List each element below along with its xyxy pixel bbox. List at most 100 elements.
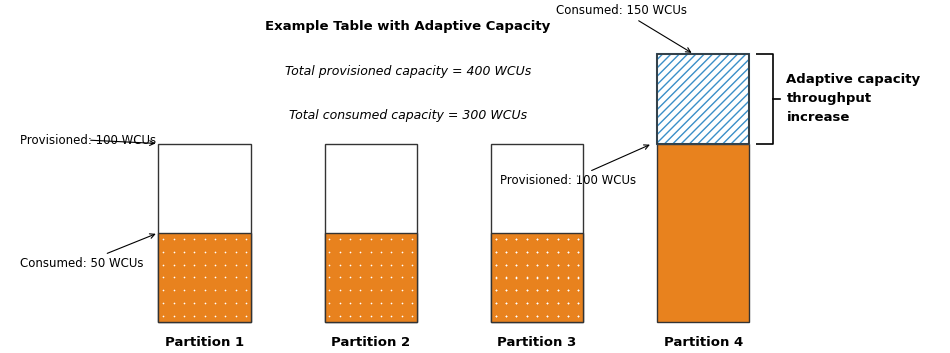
Point	[540, 160, 555, 165]
Point	[509, 211, 524, 216]
Point	[509, 185, 524, 191]
Point	[550, 172, 565, 178]
Point	[186, 313, 201, 319]
Point	[373, 236, 389, 241]
Point	[529, 160, 544, 165]
Point	[332, 236, 348, 241]
Point	[343, 275, 358, 280]
Point	[384, 275, 399, 280]
Point	[540, 237, 555, 242]
Point	[166, 262, 181, 267]
Point	[499, 172, 514, 178]
FancyBboxPatch shape	[159, 144, 251, 322]
Point	[197, 262, 212, 267]
Point	[332, 249, 348, 255]
Point	[571, 262, 586, 268]
Point	[550, 313, 565, 319]
Point	[550, 211, 565, 216]
Point	[363, 249, 378, 255]
Point	[529, 313, 544, 319]
Point	[540, 287, 555, 293]
Point	[540, 198, 555, 204]
Point	[499, 147, 514, 152]
Point	[177, 313, 192, 319]
Point	[405, 262, 420, 267]
FancyBboxPatch shape	[491, 144, 583, 322]
Bar	[657, 54, 750, 144]
Point	[550, 236, 565, 241]
Point	[540, 211, 555, 216]
Point	[509, 249, 524, 255]
Point	[322, 287, 337, 293]
Point	[560, 211, 576, 216]
Point	[156, 275, 171, 280]
Point	[488, 172, 504, 178]
Point	[550, 223, 565, 229]
Point	[238, 313, 254, 319]
Point	[488, 249, 504, 255]
Point	[519, 313, 534, 319]
Text: Total consumed capacity = 300 WCUs: Total consumed capacity = 300 WCUs	[289, 109, 527, 122]
Point	[519, 287, 534, 293]
Point	[394, 287, 409, 293]
Point	[571, 172, 586, 178]
Point	[384, 249, 399, 255]
Point	[218, 249, 233, 255]
Point	[488, 237, 504, 242]
Point	[499, 300, 514, 306]
Point	[384, 262, 399, 267]
Point	[519, 185, 534, 191]
Point	[499, 300, 514, 306]
Point	[332, 287, 348, 293]
Point	[488, 275, 504, 280]
Point	[529, 262, 544, 267]
Point	[352, 236, 368, 241]
Point	[519, 249, 534, 255]
Point	[156, 249, 171, 255]
Text: Provisioned: 100 WCUs: Provisioned: 100 WCUs	[20, 133, 156, 146]
Point	[228, 262, 243, 267]
Point	[550, 237, 565, 242]
Point	[519, 249, 534, 255]
Point	[488, 147, 504, 152]
Point	[488, 313, 504, 319]
Point	[519, 172, 534, 178]
Point	[571, 147, 586, 152]
Point	[519, 198, 534, 204]
Point	[197, 313, 212, 319]
Point	[488, 211, 504, 216]
Point	[529, 147, 544, 152]
Point	[394, 236, 409, 241]
Point	[550, 262, 565, 268]
Point	[405, 275, 420, 280]
Text: Example Table with Adaptive Capacity: Example Table with Adaptive Capacity	[265, 20, 550, 33]
Text: Consumed: 150 WCUs: Consumed: 150 WCUs	[556, 4, 691, 52]
Point	[529, 249, 544, 255]
Point	[218, 287, 233, 293]
Point	[550, 262, 565, 267]
Point	[571, 262, 586, 267]
Point	[529, 262, 544, 268]
Point	[332, 313, 348, 319]
Point	[186, 249, 201, 255]
Point	[560, 172, 576, 178]
Point	[540, 172, 555, 178]
Point	[499, 262, 514, 268]
Point	[488, 160, 504, 165]
Point	[156, 236, 171, 241]
Point	[519, 236, 534, 241]
FancyBboxPatch shape	[325, 144, 417, 322]
Point	[540, 313, 555, 319]
Point	[519, 275, 534, 280]
Point	[352, 313, 368, 319]
Point	[363, 275, 378, 280]
Point	[394, 300, 409, 306]
Point	[550, 147, 565, 152]
Point	[322, 249, 337, 255]
Point	[343, 236, 358, 241]
Point	[519, 262, 534, 268]
Point	[529, 198, 544, 204]
Point	[499, 249, 514, 255]
Point	[218, 313, 233, 319]
Point	[156, 287, 171, 293]
